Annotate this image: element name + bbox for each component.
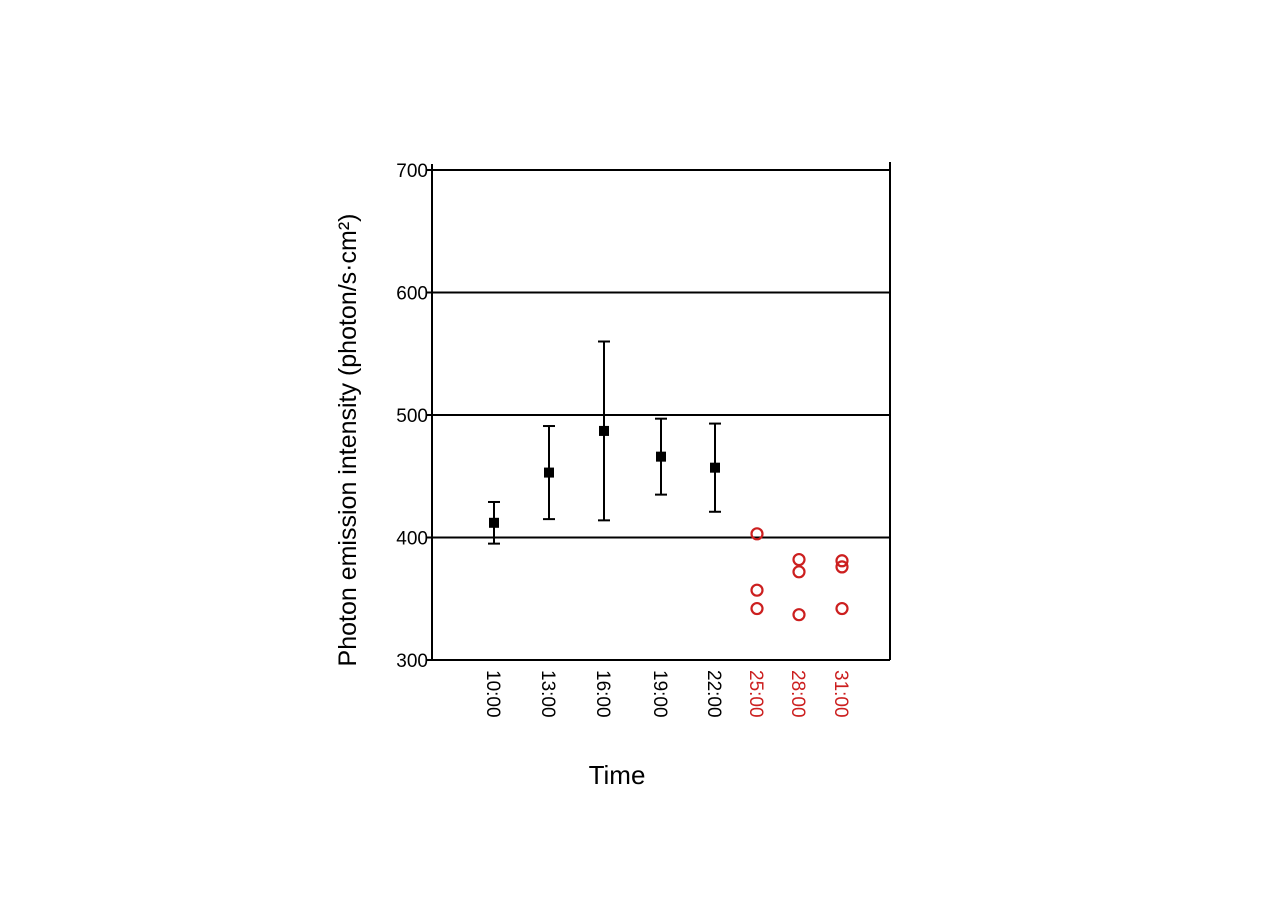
- x-axis-label: Time: [589, 760, 646, 790]
- point: [710, 462, 720, 473]
- y-axis-label: Photon emission intensity (photon/s·cm²): [334, 214, 362, 667]
- y-tick-label: 500: [396, 406, 428, 427]
- point: [792, 608, 806, 622]
- point: [835, 601, 849, 616]
- x-tick-label: 31:00: [830, 670, 851, 718]
- point: [792, 565, 806, 579]
- point: [544, 467, 554, 478]
- x-tick-label: 16:00: [592, 670, 613, 718]
- y-tick-label: 300: [396, 651, 428, 672]
- x-tick-label: 25:00: [745, 670, 766, 718]
- point: [835, 554, 849, 568]
- point: [599, 425, 609, 436]
- point: [750, 583, 764, 597]
- point: [750, 527, 764, 541]
- x-tick-label: 13:00: [537, 670, 558, 718]
- x-tick-label: 22:00: [703, 670, 724, 718]
- x-tick-label: 19:00: [649, 670, 670, 718]
- y-tick-label: 600: [396, 284, 428, 305]
- y-tick-label: 700: [396, 161, 428, 182]
- y-tick-label: 400: [396, 529, 428, 550]
- x-tick-label: 28:00: [787, 670, 808, 718]
- point: [750, 601, 764, 616]
- point: [489, 517, 499, 528]
- point: [792, 552, 806, 567]
- point: [835, 560, 849, 574]
- point: [656, 451, 666, 462]
- x-tick-label: 10:00: [482, 670, 503, 718]
